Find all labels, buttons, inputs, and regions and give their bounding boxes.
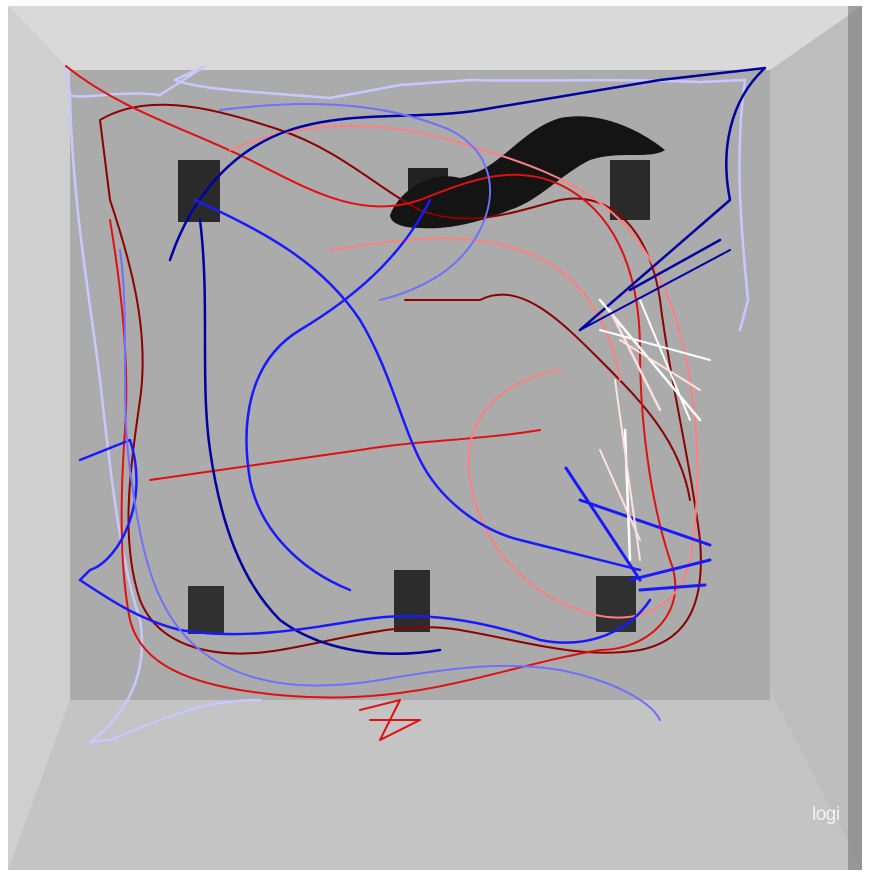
arena-wall-left — [8, 6, 70, 870]
track-dark-blue-1 — [168, 66, 767, 332]
dense-track-cluster-right — [564, 238, 731, 592]
track-pale-blue-2 — [68, 93, 262, 744]
track-red-1 — [65, 65, 677, 699]
track-dark-blue-2 — [198, 218, 442, 655]
track-light-blue-2 — [219, 103, 491, 301]
object-top-right — [610, 160, 650, 220]
object-bottom-left — [188, 586, 224, 634]
track-dark-red-1 — [99, 103, 702, 655]
track-blue-2 — [193, 198, 642, 572]
track-light-red-2 — [329, 237, 621, 381]
dark-smear — [390, 116, 665, 229]
track-blue-3 — [245, 198, 432, 592]
arena-edge-right — [848, 6, 862, 870]
track-light-red-1 — [229, 125, 699, 619]
track-blue-1 — [78, 438, 652, 644]
track-red-2 — [359, 699, 421, 741]
arena-wall-right — [770, 6, 862, 870]
track-pale-blue-1 — [64, 64, 750, 332]
track-light-blue-1 — [119, 249, 661, 721]
trajectory-tracks — [64, 64, 767, 744]
logi-watermark: logi — [812, 804, 840, 825]
arena-wall-top — [8, 6, 862, 70]
arena-wall-bottom — [8, 690, 862, 870]
object-top-left — [178, 160, 220, 222]
track-dark-red-2 — [404, 293, 691, 501]
object-bottom-center — [394, 570, 430, 632]
object-bottom-right — [596, 576, 636, 632]
